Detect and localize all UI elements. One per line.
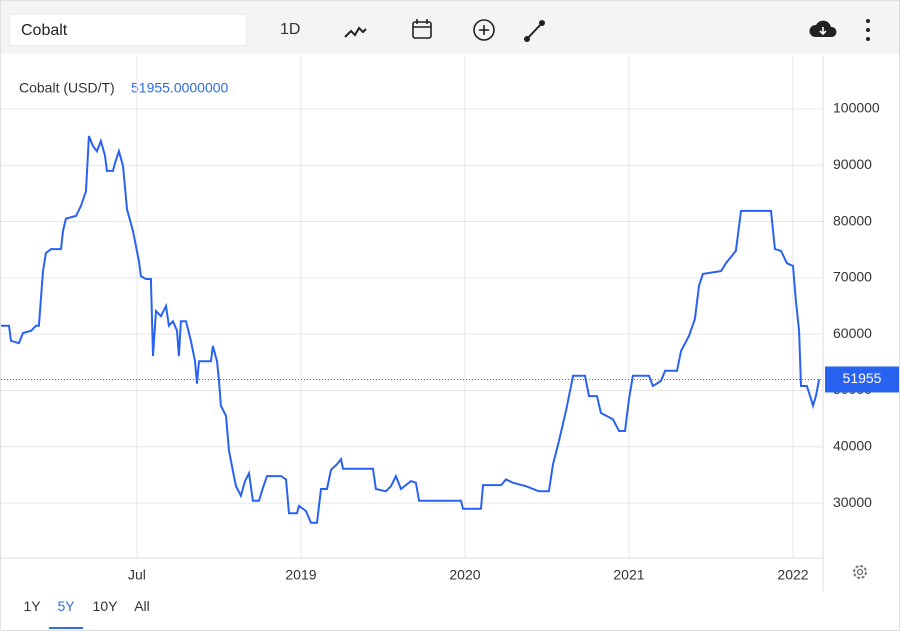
calendar-icon[interactable] [412, 19, 432, 39]
settings-icon[interactable] [853, 565, 867, 579]
search-box[interactable]: Cobalt [9, 14, 247, 46]
chart-type-icon[interactable] [344, 26, 367, 38]
last-price-label: 51955.0000000 [131, 80, 229, 96]
y-tick-label: 100000 [833, 100, 880, 116]
x-tick-label: Jul [128, 567, 146, 583]
chart-title: Cobalt (USD/T) [19, 80, 115, 96]
toolbar-icons [344, 19, 870, 42]
y-tick-label: 70000 [833, 269, 872, 285]
y-tick-label: 80000 [833, 212, 872, 228]
range-tab[interactable]: 5Y [49, 591, 83, 629]
y-tick-label: 40000 [833, 437, 872, 453]
toolbar: Cobalt 1D [1, 1, 899, 54]
y-tick-label: 30000 [833, 494, 872, 510]
range-tab[interactable]: 10Y [92, 598, 118, 614]
x-tick-label: 2020 [449, 567, 480, 583]
x-tick-label: 2019 [285, 567, 316, 583]
interval-button[interactable]: 1D [280, 21, 301, 38]
draw-icon[interactable] [524, 20, 545, 42]
menu-icon[interactable] [866, 19, 870, 41]
chart: Cobalt (USD/T) 51955.0000000 30000 40000 5… [1, 56, 899, 591]
x-tick-label: 2021 [613, 567, 644, 583]
last-price-badge-label: 51955 [843, 370, 882, 386]
download-icon[interactable] [809, 20, 837, 37]
y-tick-label: 90000 [833, 156, 872, 172]
y-tick-label: 60000 [833, 325, 872, 341]
compare-icon[interactable] [473, 19, 495, 41]
range-tab[interactable]: All [134, 598, 150, 614]
last-price-badge [825, 366, 899, 393]
range-tab[interactable]: 1Y [23, 598, 41, 614]
x-tick-label: 2022 [777, 567, 808, 583]
price-line [1, 135, 821, 524]
